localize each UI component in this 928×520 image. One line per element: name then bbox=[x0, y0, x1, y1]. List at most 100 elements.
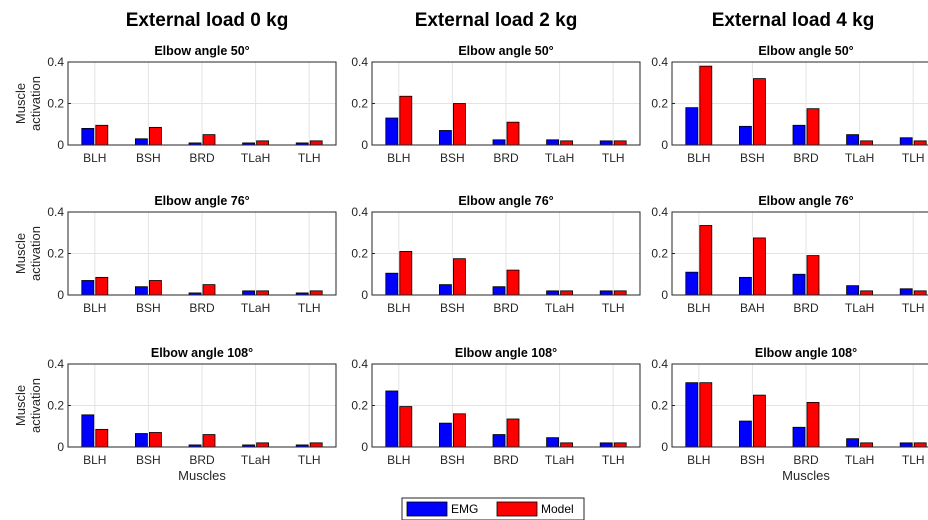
bar-emg bbox=[846, 285, 859, 296]
bar-emg bbox=[599, 442, 613, 448]
bar-emg bbox=[385, 117, 399, 146]
x-tick-label: BLH bbox=[83, 151, 106, 165]
bar-model bbox=[506, 418, 520, 448]
x-tick-label: TLaH bbox=[545, 151, 574, 165]
bar-model bbox=[753, 78, 766, 146]
x-tick-label: BLH bbox=[687, 151, 710, 165]
bar-model bbox=[613, 140, 627, 146]
legend: EMG Model bbox=[401, 497, 585, 520]
x-tick-label: BSH bbox=[136, 453, 161, 467]
bar-model bbox=[452, 103, 466, 146]
y-tick-label: 0.4 bbox=[351, 55, 368, 69]
bar-model bbox=[860, 442, 873, 448]
y-tick-label: 0 bbox=[361, 440, 368, 454]
x-tick-label: BSH bbox=[136, 151, 161, 165]
chart-panel: BLH BSH BRD TLaH TLH 0 0.2 0.4 Elbow angle 108° bbox=[351, 346, 641, 467]
x-tick-label: BLH bbox=[687, 301, 710, 315]
bar-emg bbox=[385, 272, 399, 296]
bar-emg bbox=[792, 124, 806, 146]
bar-emg bbox=[81, 280, 95, 296]
x-axis-label: Muscles bbox=[178, 468, 226, 483]
bar-emg bbox=[685, 271, 699, 296]
chart-panel: BLH BSH BRD TLaH TLH 0 0.2 0.4 Elbow angle 50° bbox=[351, 44, 641, 165]
bar-model bbox=[202, 134, 216, 146]
y-tick-label: 0.2 bbox=[651, 247, 668, 261]
bar-emg bbox=[685, 382, 699, 448]
bar-model bbox=[806, 401, 820, 448]
bar-emg bbox=[899, 442, 913, 448]
column-title: External load 4 kg bbox=[712, 10, 875, 31]
y-tick-label: 0.2 bbox=[47, 97, 64, 111]
bar-emg bbox=[546, 139, 559, 146]
bar-model bbox=[399, 95, 413, 146]
bar-model bbox=[753, 394, 766, 448]
bar-emg bbox=[685, 107, 699, 146]
x-tick-label: BLH bbox=[83, 453, 106, 467]
subplot-title: Elbow angle 50° bbox=[758, 44, 853, 58]
x-tick-label: BLH bbox=[83, 301, 106, 315]
bar-emg bbox=[599, 290, 613, 296]
x-tick-label: BSH bbox=[740, 453, 765, 467]
x-tick-label: BLH bbox=[687, 453, 710, 467]
y-axis-label: Muscleactivation bbox=[13, 76, 43, 131]
x-tick-label: BSH bbox=[440, 453, 465, 467]
x-tick-label: TLH bbox=[602, 151, 625, 165]
y-tick-label: 0 bbox=[661, 288, 668, 302]
bar-model bbox=[309, 290, 323, 296]
legend-swatch-model bbox=[496, 501, 538, 517]
bar-emg bbox=[792, 426, 806, 448]
bar-model bbox=[95, 428, 109, 448]
x-tick-label: BSH bbox=[440, 301, 465, 315]
bar-model bbox=[506, 121, 520, 146]
bar-model bbox=[806, 108, 820, 146]
x-tick-label: TLaH bbox=[241, 453, 270, 467]
x-tick-label: BRD bbox=[189, 453, 215, 467]
y-axis-label: Muscleactivation bbox=[13, 226, 43, 281]
x-tick-label: TLaH bbox=[845, 453, 874, 467]
x-tick-label: TLaH bbox=[241, 151, 270, 165]
x-tick-label: BLH bbox=[387, 453, 410, 467]
bar-model bbox=[860, 290, 873, 296]
y-tick-label: 0.4 bbox=[351, 357, 368, 371]
bar-emg bbox=[492, 286, 506, 296]
bar-emg bbox=[134, 138, 148, 146]
bar-emg bbox=[739, 125, 752, 146]
x-tick-label: BRD bbox=[493, 151, 519, 165]
chart-panel: BLH BSH BRD TLaH TLH 0 0.2 0.4 Elbow angle 50° bbox=[651, 44, 928, 165]
chart-panel: BLH BSH BRD TLaH TLH 0 0.2 0.4 Elbow angle 108° M… bbox=[13, 346, 337, 483]
x-tick-label: BLH bbox=[387, 151, 410, 165]
bar-model bbox=[256, 442, 270, 448]
x-tick-label: TLaH bbox=[545, 453, 574, 467]
y-tick-label: 0.4 bbox=[47, 357, 64, 371]
y-tick-label: 0.2 bbox=[651, 97, 668, 111]
x-axis-label: Muscles bbox=[782, 468, 830, 483]
bar-emg bbox=[546, 437, 559, 448]
column-title: External load 0 kg bbox=[126, 10, 289, 31]
bar-emg bbox=[385, 390, 399, 448]
chart-panel: BLH BAH BRD TLaH TLH 0 0.2 0.4 Elbow angle 76° bbox=[651, 194, 928, 315]
bar-model bbox=[560, 140, 573, 146]
x-tick-label: BRD bbox=[493, 453, 519, 467]
x-tick-label: TLH bbox=[298, 301, 321, 315]
y-tick-label: 0 bbox=[57, 288, 64, 302]
bar-model bbox=[753, 237, 766, 296]
bar-model bbox=[913, 442, 927, 448]
x-tick-label: TLH bbox=[902, 301, 925, 315]
x-tick-label: BAH bbox=[740, 301, 765, 315]
bar-emg bbox=[438, 422, 452, 448]
bar-emg bbox=[899, 137, 913, 146]
bar-model bbox=[309, 442, 323, 448]
x-tick-label: TLaH bbox=[545, 301, 574, 315]
bar-model bbox=[202, 284, 216, 296]
bar-emg bbox=[81, 414, 95, 448]
x-tick-label: TLaH bbox=[845, 151, 874, 165]
legend-label-emg: EMG bbox=[451, 502, 478, 516]
bar-emg bbox=[846, 438, 859, 448]
y-axis-label: Muscleactivation bbox=[13, 378, 43, 433]
y-tick-label: 0.2 bbox=[47, 247, 64, 261]
bar-emg bbox=[134, 433, 148, 448]
bar-emg bbox=[438, 284, 452, 296]
bar-emg bbox=[242, 290, 256, 296]
bar-model bbox=[913, 140, 927, 146]
